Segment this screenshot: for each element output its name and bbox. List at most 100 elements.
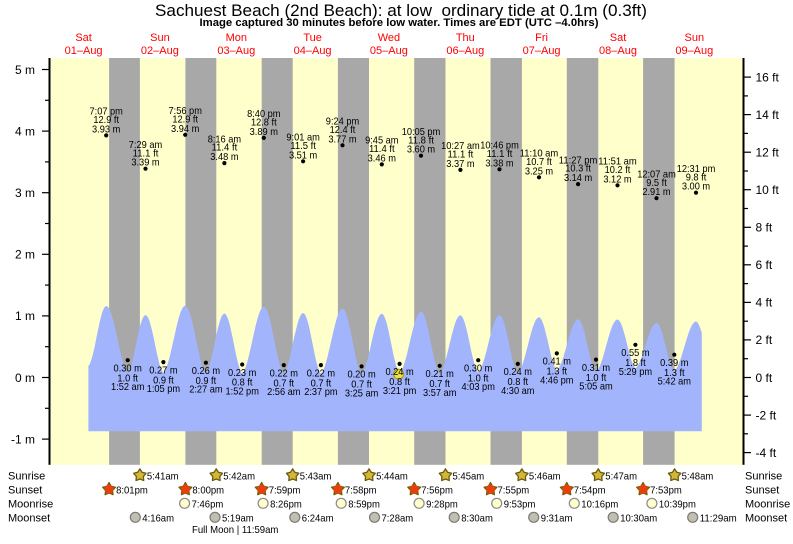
- svg-text:0.9 ft: 0.9 ft: [153, 375, 174, 386]
- svg-text:0 m: 0 m: [15, 371, 35, 385]
- svg-text:4:16am: 4:16am: [142, 513, 174, 524]
- svg-text:0.21 m: 0.21 m: [426, 369, 454, 380]
- svg-text:0.8 ft: 0.8 ft: [232, 378, 253, 389]
- svg-text:5:05 am: 5:05 am: [579, 382, 612, 393]
- svg-text:3:57 am: 3:57 am: [423, 388, 456, 399]
- svg-text:6 ft: 6 ft: [756, 258, 773, 272]
- svg-text:9:01 am: 9:01 am: [286, 133, 319, 144]
- svg-text:01–Aug: 01–Aug: [65, 45, 103, 57]
- svg-text:03–Aug: 03–Aug: [217, 45, 255, 57]
- svg-text:2:27 am: 2:27 am: [189, 385, 222, 396]
- svg-text:5:42 am: 5:42 am: [658, 377, 691, 388]
- svg-text:3:25 am: 3:25 am: [345, 388, 378, 399]
- svg-text:Moonrise: Moonrise: [745, 498, 790, 510]
- svg-text:12.8 ft: 12.8 ft: [251, 118, 277, 129]
- svg-text:8:00pm: 8:00pm: [192, 485, 224, 496]
- svg-text:3 m: 3 m: [15, 186, 35, 200]
- svg-text:Sat: Sat: [75, 32, 92, 44]
- svg-text:7:46pm: 7:46pm: [192, 499, 224, 510]
- svg-text:0.23 m: 0.23 m: [228, 368, 256, 379]
- svg-text:11.1 ft: 11.1 ft: [448, 150, 474, 161]
- svg-text:Thu: Thu: [456, 32, 475, 44]
- svg-text:11.1 ft: 11.1 ft: [133, 148, 159, 159]
- svg-text:Sunset: Sunset: [8, 484, 42, 496]
- svg-text:06–Aug: 06–Aug: [446, 45, 484, 57]
- svg-text:0.30 m: 0.30 m: [464, 364, 492, 375]
- svg-text:05–Aug: 05–Aug: [370, 45, 408, 57]
- svg-text:0.22 m: 0.22 m: [307, 368, 335, 379]
- svg-text:7:53pm: 7:53pm: [650, 485, 682, 496]
- svg-text:3.37 m: 3.37 m: [446, 159, 474, 170]
- svg-text:8:26pm: 8:26pm: [270, 499, 302, 510]
- svg-text:9:45 am: 9:45 am: [365, 136, 398, 147]
- svg-text:0.27 m: 0.27 m: [149, 365, 177, 376]
- svg-text:9.5 ft: 9.5 ft: [646, 178, 667, 189]
- svg-text:11.5 ft: 11.5 ft: [290, 141, 316, 152]
- svg-text:1.0 ft: 1.0 ft: [468, 373, 489, 384]
- svg-text:-1 m: -1 m: [11, 432, 35, 446]
- svg-text:9:31am: 9:31am: [541, 513, 573, 524]
- svg-text:10:46 pm: 10:46 pm: [480, 141, 519, 152]
- svg-text:0.7 ft: 0.7 ft: [429, 379, 450, 390]
- svg-text:0.7 ft: 0.7 ft: [351, 380, 372, 391]
- svg-text:9:28pm: 9:28pm: [426, 499, 458, 510]
- svg-text:11:51 am: 11:51 am: [598, 157, 637, 168]
- svg-text:Full Moon | 11:59am: Full Moon | 11:59am: [192, 525, 278, 536]
- svg-text:7:55pm: 7:55pm: [498, 485, 530, 496]
- svg-text:Mon: Mon: [226, 32, 247, 44]
- svg-text:5:45am: 5:45am: [453, 471, 485, 482]
- svg-text:5:41am: 5:41am: [147, 471, 179, 482]
- svg-text:10:39pm: 10:39pm: [659, 499, 696, 510]
- svg-text:Image captured 30 minutes befo: Image captured 30 minutes before low wat…: [200, 17, 599, 29]
- svg-text:3.25 m: 3.25 m: [525, 166, 553, 177]
- svg-text:0.7 ft: 0.7 ft: [311, 378, 332, 389]
- svg-text:3.39 m: 3.39 m: [131, 158, 159, 169]
- svg-text:0 ft: 0 ft: [756, 371, 773, 385]
- svg-text:Moonset: Moonset: [8, 512, 50, 524]
- svg-text:0.7 ft: 0.7 ft: [274, 378, 295, 389]
- svg-text:8:30am: 8:30am: [461, 513, 493, 524]
- svg-text:08–Aug: 08–Aug: [599, 45, 637, 57]
- svg-text:16 ft: 16 ft: [756, 70, 780, 84]
- svg-text:7:07 pm: 7:07 pm: [89, 107, 122, 118]
- svg-text:7:58pm: 7:58pm: [345, 485, 377, 496]
- svg-text:7:54pm: 7:54pm: [574, 485, 606, 496]
- svg-text:8:16 am: 8:16 am: [208, 134, 241, 145]
- svg-text:12.9 ft: 12.9 ft: [93, 115, 119, 126]
- svg-text:3.94 m: 3.94 m: [171, 124, 199, 135]
- svg-text:3.46 m: 3.46 m: [368, 153, 396, 164]
- svg-text:0.9 ft: 0.9 ft: [196, 376, 217, 387]
- svg-text:1:05 pm: 1:05 pm: [147, 384, 180, 395]
- svg-text:Sunrise: Sunrise: [8, 470, 45, 482]
- svg-text:11.4 ft: 11.4 ft: [369, 144, 395, 155]
- svg-text:Sun: Sun: [150, 32, 170, 44]
- svg-text:12 ft: 12 ft: [756, 146, 780, 160]
- svg-text:4:30 am: 4:30 am: [501, 386, 534, 397]
- svg-text:11.4 ft: 11.4 ft: [212, 143, 238, 154]
- svg-text:02–Aug: 02–Aug: [141, 45, 179, 57]
- svg-text:4 m: 4 m: [15, 124, 35, 138]
- svg-text:Sat: Sat: [610, 32, 627, 44]
- svg-text:3.77 m: 3.77 m: [328, 134, 356, 145]
- svg-text:0.31 m: 0.31 m: [582, 363, 610, 374]
- svg-text:8 ft: 8 ft: [756, 221, 773, 235]
- svg-text:11:10 am: 11:10 am: [520, 149, 559, 160]
- svg-text:11:29am: 11:29am: [700, 513, 737, 524]
- svg-text:11.8 ft: 11.8 ft: [408, 135, 434, 146]
- svg-text:2:37 pm: 2:37 pm: [304, 387, 337, 398]
- svg-text:10.7 ft: 10.7 ft: [526, 157, 552, 168]
- svg-text:0.41 m: 0.41 m: [543, 357, 571, 368]
- svg-text:5:29 pm: 5:29 pm: [619, 367, 652, 378]
- svg-text:07–Aug: 07–Aug: [523, 45, 561, 57]
- svg-text:7:59pm: 7:59pm: [269, 485, 301, 496]
- svg-text:5:43am: 5:43am: [300, 471, 332, 482]
- svg-text:10.2 ft: 10.2 ft: [605, 165, 631, 176]
- svg-text:12:07 am: 12:07 am: [637, 170, 676, 181]
- svg-text:3.48 m: 3.48 m: [210, 152, 238, 163]
- svg-text:1.3 ft: 1.3 ft: [664, 368, 685, 379]
- svg-text:Moonrise: Moonrise: [8, 498, 53, 510]
- svg-text:6:24am: 6:24am: [302, 513, 334, 524]
- svg-text:1.8 ft: 1.8 ft: [625, 358, 646, 369]
- svg-text:7:56pm: 7:56pm: [421, 485, 453, 496]
- svg-text:0.24 m: 0.24 m: [504, 367, 532, 378]
